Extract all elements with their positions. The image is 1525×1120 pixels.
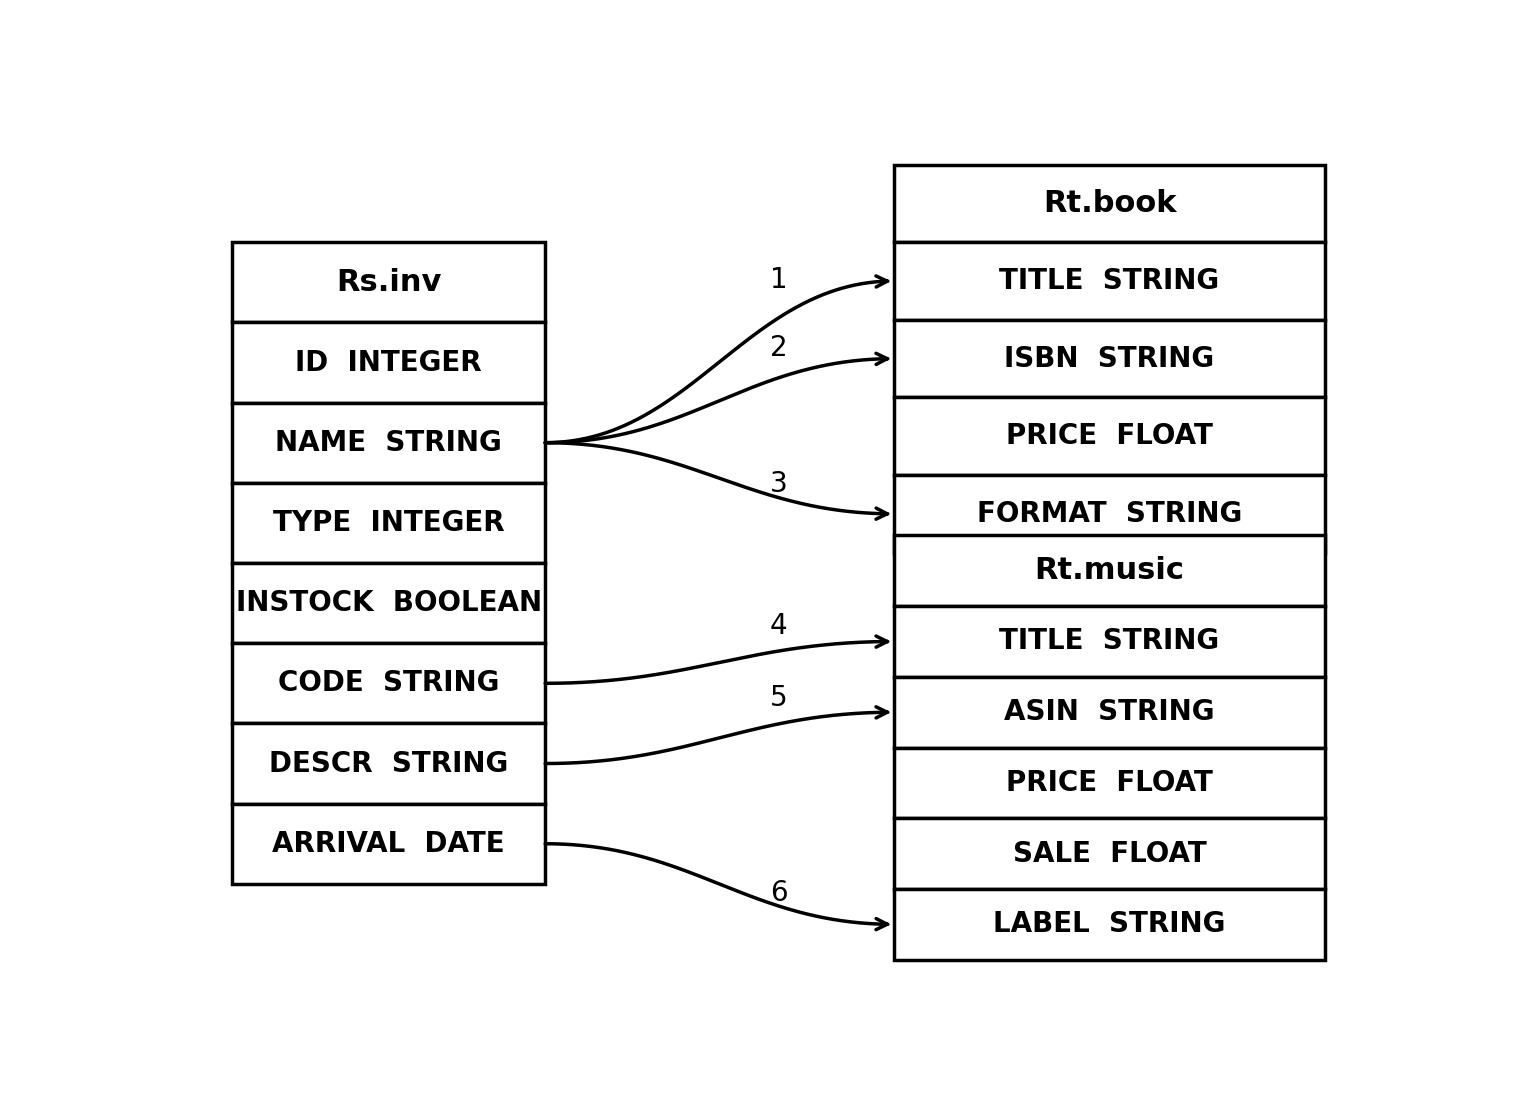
Bar — [894, 320, 1325, 398]
Bar — [232, 563, 546, 643]
Bar — [894, 165, 1325, 242]
Text: ASIN  STRING: ASIN STRING — [1005, 698, 1215, 726]
Text: 4: 4 — [770, 612, 788, 640]
Text: TITLE  STRING: TITLE STRING — [999, 267, 1220, 295]
Text: INSTOCK  BOOLEAN: INSTOCK BOOLEAN — [235, 589, 541, 617]
Bar — [894, 676, 1325, 747]
Bar — [894, 242, 1325, 320]
Bar — [232, 402, 546, 483]
Text: ID  INTEGER: ID INTEGER — [296, 348, 482, 376]
Text: 3: 3 — [770, 470, 788, 498]
Bar — [894, 889, 1325, 960]
Bar — [232, 323, 546, 402]
Text: DESCR  STRING: DESCR STRING — [268, 749, 508, 777]
Text: SALE  FLOAT: SALE FLOAT — [1013, 840, 1206, 868]
Text: Rt.music: Rt.music — [1034, 557, 1185, 586]
Text: Rs.inv: Rs.inv — [336, 268, 441, 297]
Text: TITLE  STRING: TITLE STRING — [999, 627, 1220, 655]
Text: ISBN  STRING: ISBN STRING — [1005, 345, 1214, 373]
Bar — [232, 643, 546, 724]
Text: CODE  STRING: CODE STRING — [278, 670, 499, 698]
Text: TYPE  INTEGER: TYPE INTEGER — [273, 508, 505, 536]
Text: LABEL  STRING: LABEL STRING — [993, 911, 1226, 939]
Bar — [894, 606, 1325, 676]
Text: Rt.book: Rt.book — [1043, 189, 1176, 218]
Bar — [232, 804, 546, 884]
Bar — [894, 819, 1325, 889]
Text: ARRIVAL  DATE: ARRIVAL DATE — [273, 830, 505, 858]
Bar — [894, 475, 1325, 552]
Bar — [894, 535, 1325, 606]
Text: FORMAT  STRING: FORMAT STRING — [978, 500, 1243, 528]
Bar — [232, 242, 546, 323]
Text: NAME  STRING: NAME STRING — [274, 429, 502, 457]
Bar — [232, 724, 546, 804]
Bar — [894, 398, 1325, 475]
Text: PRICE  FLOAT: PRICE FLOAT — [1006, 422, 1212, 450]
Bar — [894, 747, 1325, 819]
Bar — [232, 483, 546, 563]
Text: 2: 2 — [770, 334, 788, 362]
Text: 5: 5 — [770, 683, 788, 711]
Text: 1: 1 — [770, 267, 788, 295]
Text: PRICE  FLOAT: PRICE FLOAT — [1006, 769, 1212, 797]
Text: 6: 6 — [770, 879, 788, 907]
